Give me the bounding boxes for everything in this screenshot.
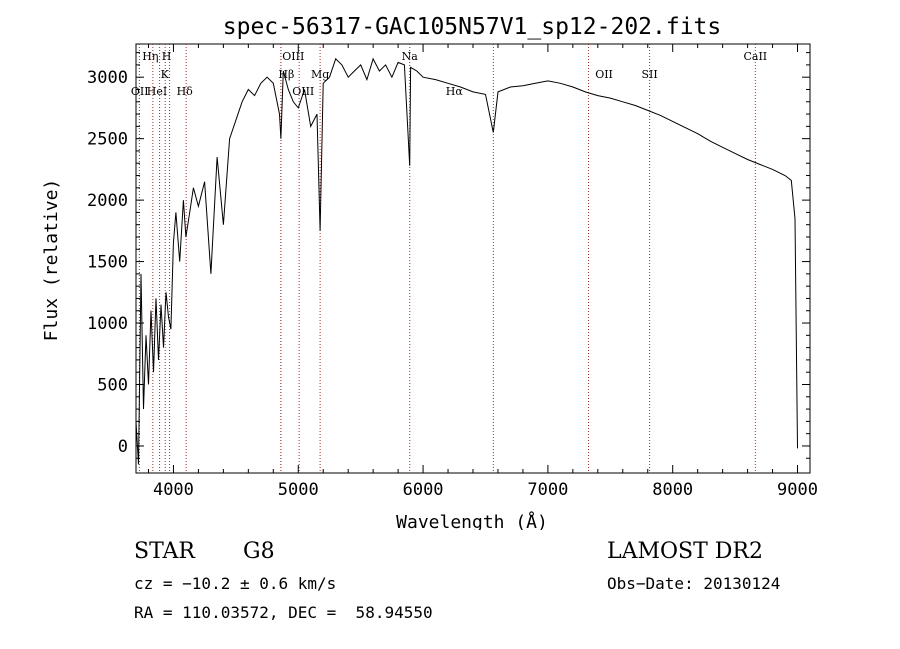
y-tick-label: 0 bbox=[118, 437, 128, 457]
line-marker-label: OIII bbox=[282, 50, 304, 63]
x-tick-label: 4000 bbox=[153, 480, 194, 500]
line-marker-label: Na bbox=[402, 50, 419, 63]
x-tick-label: 9000 bbox=[777, 480, 818, 500]
y-tick-label: 1500 bbox=[87, 253, 128, 273]
y-tick-label: 500 bbox=[97, 375, 128, 395]
line-marker-label: Hβ bbox=[278, 68, 294, 81]
x-axis-label: Wavelength (Å) bbox=[396, 511, 548, 530]
x-tick-label: 5000 bbox=[278, 480, 319, 500]
y-axis-label: Flux (relative) bbox=[41, 179, 62, 342]
x-tick-label: 8000 bbox=[652, 480, 693, 500]
y-tick-label: 2500 bbox=[87, 130, 128, 150]
obs-date-text: Obs−Date: 20130124 bbox=[607, 574, 780, 593]
line-marker-label: CaII bbox=[743, 50, 767, 63]
object-class: STAR bbox=[134, 539, 195, 564]
line-marker-label: H bbox=[162, 50, 172, 63]
y-tick-label: 3000 bbox=[87, 68, 128, 88]
y-axis: 0 500 1000 1500 2000 2500 3000 bbox=[87, 53, 810, 459]
y-tick-label: 1000 bbox=[87, 314, 128, 334]
x-axis: 4000 5000 6000 7000 8000 9000 bbox=[148, 44, 818, 500]
spectrum-chart: spec-56317-GAC105N57V1_sp12-202.fits OII… bbox=[0, 0, 900, 530]
line-marker-label: K bbox=[161, 68, 170, 81]
line-marker-label: OII bbox=[595, 68, 613, 81]
survey-name: LAMOST DR2 bbox=[607, 539, 763, 564]
line-marker-label: OIII bbox=[292, 85, 314, 98]
y-tick-label: 2000 bbox=[87, 191, 128, 211]
x-tick-label: 6000 bbox=[403, 480, 444, 500]
line-marker-label: Mg bbox=[311, 68, 329, 81]
chart-title: spec-56317-GAC105N57V1_sp12-202.fits bbox=[223, 14, 722, 40]
spectrum-line bbox=[136, 59, 798, 465]
spectral-subclass: G8 bbox=[243, 539, 275, 564]
line-marker-label: HeI bbox=[147, 85, 167, 98]
plot-frame bbox=[136, 44, 810, 473]
redshift-text: cz = −10.2 ± 0.6 km/s bbox=[134, 574, 336, 593]
line-marker-label: Hη bbox=[142, 50, 158, 63]
line-marker-label: SII bbox=[641, 68, 657, 81]
coordinates-text: RA = 110.03572, DEC = 58.94550 bbox=[134, 603, 433, 622]
line-marker-label: Hδ bbox=[177, 85, 194, 98]
x-tick-label: 7000 bbox=[527, 480, 568, 500]
